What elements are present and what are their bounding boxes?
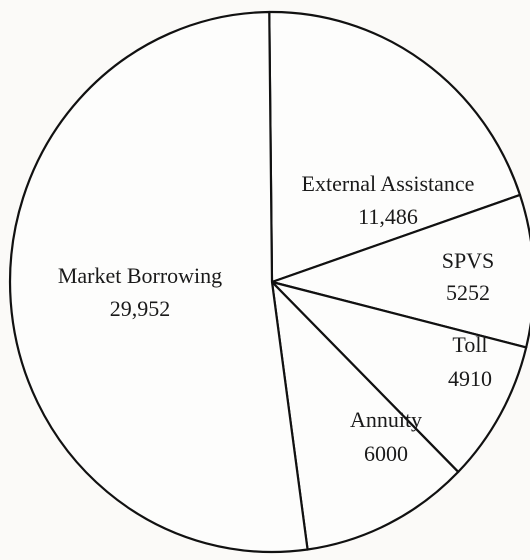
slice-label-market-borrowing: Market Borrowing	[58, 263, 222, 288]
slice-value-market-borrowing: 29,952	[110, 296, 171, 321]
slice-label-external-assistance: External Assistance	[302, 171, 475, 196]
pie-slice-toll	[270, 280, 528, 474]
slice-label-spvs: SPVS	[442, 248, 495, 273]
slice-value-annuity: 6000	[364, 441, 408, 466]
pie-slice-market-borrowing	[8, 10, 309, 554]
pie-slice-spvs	[270, 193, 530, 349]
pie-slice-annuity	[270, 280, 460, 551]
pie-slice-external-assistance	[268, 10, 522, 284]
slice-value-toll: 4910	[448, 366, 492, 391]
slice-value-spvs: 5252	[446, 280, 490, 305]
slice-label-toll: Toll	[452, 332, 487, 357]
slice-label-annuity: Annuity	[350, 407, 422, 432]
slice-value-external-assistance: 11,486	[358, 204, 418, 229]
